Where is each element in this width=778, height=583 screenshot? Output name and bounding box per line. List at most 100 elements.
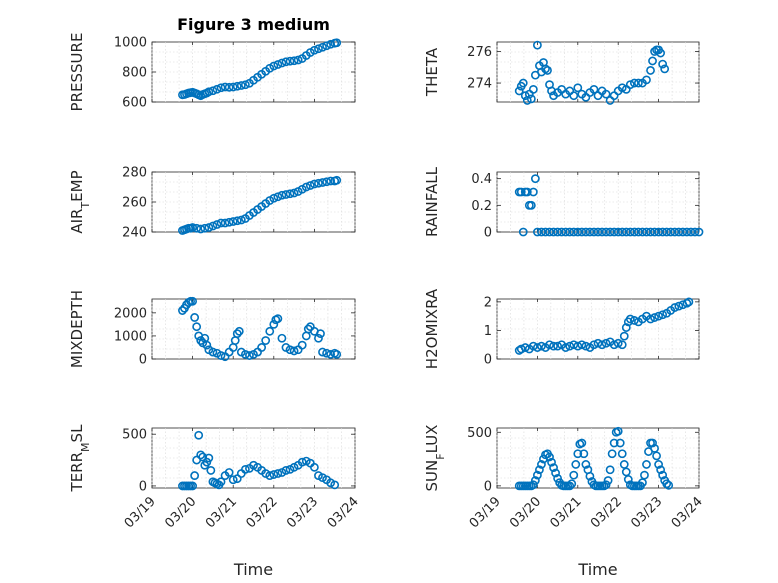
data-point (520, 343, 530, 352)
data-point (528, 341, 538, 351)
y-tick-label: 280 (122, 166, 147, 181)
data-point (228, 82, 238, 92)
data-point (273, 60, 283, 69)
x-tick-label: 03/24 (669, 494, 706, 531)
data-point (658, 227, 668, 237)
data-point (535, 465, 544, 475)
data-point (265, 471, 275, 480)
data-point (232, 216, 242, 226)
data-point (516, 187, 526, 197)
data-point (589, 340, 599, 350)
data-point (597, 227, 607, 237)
data-point (537, 227, 546, 237)
data-point (208, 221, 218, 231)
data-point (650, 47, 659, 56)
subplot-5: 0 1000 2000 MIXDEPTH (68, 290, 356, 368)
data-point (662, 227, 672, 237)
data-point (228, 217, 238, 226)
data-point (603, 476, 613, 485)
data-point (613, 227, 623, 237)
data-point (309, 45, 319, 55)
data-point (240, 349, 250, 359)
y-tick-label: 600 (122, 96, 147, 111)
y-tick-label: 0 (139, 353, 147, 368)
x-tick-label: 03/24 (325, 494, 362, 531)
x-tick-label: 03/21 (548, 494, 585, 531)
data-point (577, 438, 587, 448)
data-point (581, 460, 591, 469)
y-tick-label: 274 (467, 77, 492, 92)
data-point (579, 449, 589, 459)
data-point (285, 189, 295, 199)
data-point (245, 351, 254, 360)
y-axis-label: AIRTEMP (68, 170, 92, 233)
data-point (269, 319, 279, 329)
data-point (648, 56, 657, 66)
data-point (289, 188, 299, 198)
data-point (662, 479, 672, 489)
subplot-4: 0 0.2 0.4 RAINFALL (423, 166, 704, 241)
data-point (609, 227, 619, 237)
data-point (623, 475, 633, 484)
data-point (212, 220, 222, 229)
data-point (678, 227, 688, 237)
y-axis-label: SUNFLUX (423, 425, 447, 492)
data-point (196, 450, 206, 460)
data-point (309, 179, 319, 189)
data-point (615, 438, 625, 448)
data-point (220, 82, 230, 92)
data-point (273, 469, 283, 478)
data-point (573, 227, 583, 237)
x-axis-label: Time (577, 560, 617, 579)
data-point (567, 479, 577, 489)
data-point (674, 227, 684, 237)
data-point (553, 341, 562, 351)
data-point (332, 349, 342, 359)
x-tick-label: 03/20 (162, 494, 199, 531)
data-point (664, 480, 674, 490)
y-tick-label: 0 (484, 226, 492, 241)
data-point (269, 61, 279, 71)
y-tick-label: 2000 (114, 306, 147, 321)
subplot-3: 240 260 280 AIRTEMP (68, 166, 356, 241)
data-point (316, 329, 325, 339)
data-point (573, 449, 583, 459)
y-tick-label: 276 (467, 45, 492, 60)
data-point (192, 223, 202, 233)
data-point (305, 181, 315, 190)
data-point (232, 81, 242, 91)
data-point (547, 457, 556, 467)
data-point (309, 462, 319, 472)
data-point (660, 64, 670, 74)
data-point (571, 460, 581, 469)
data-point (314, 178, 323, 188)
data-point (178, 306, 187, 315)
data-point (545, 452, 554, 462)
data-point (573, 83, 583, 93)
data-point (545, 340, 554, 350)
data-point (314, 44, 323, 54)
data-point (537, 460, 546, 469)
data-point (569, 91, 579, 101)
data-point (332, 175, 342, 185)
data-point (541, 227, 550, 237)
data-point (601, 338, 611, 348)
data-point (265, 326, 275, 336)
data-point (533, 227, 542, 237)
data-point (658, 310, 668, 320)
data-point (690, 227, 700, 237)
data-point (658, 470, 668, 480)
data-point (565, 341, 575, 351)
data-point (658, 59, 668, 69)
data-point (609, 340, 619, 350)
data-point (326, 39, 336, 49)
data-point (601, 227, 611, 237)
data-point (202, 340, 212, 350)
data-point (526, 94, 536, 104)
data-point (533, 470, 542, 480)
y-axis-label: THETA (423, 47, 441, 97)
data-point (585, 227, 595, 237)
data-point (656, 48, 666, 58)
data-point (322, 41, 331, 51)
